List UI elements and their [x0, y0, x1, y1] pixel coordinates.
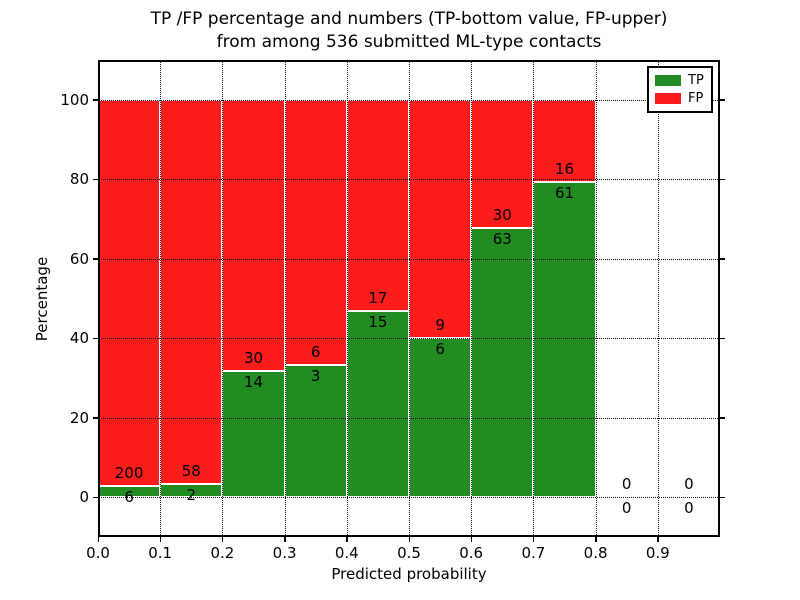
x-tick-label: 0.0: [86, 544, 110, 562]
tp-count-label: 6: [435, 340, 445, 359]
bar-segment-fp: [346, 99, 409, 311]
legend: TP FP: [647, 66, 713, 113]
gridline-vertical: [284, 60, 286, 537]
x-tick-mark: [221, 537, 224, 542]
y-tick-mark: [93, 258, 98, 260]
chart-title: TP /FP percentage and numbers (TP-bottom…: [150, 9, 668, 52]
bar-segment-fp: [222, 99, 285, 371]
gridline-vertical: [471, 60, 473, 537]
bar-segment-tp: [222, 370, 285, 498]
gridline-vertical: [346, 60, 348, 537]
legend-item-tp: TP: [655, 73, 705, 88]
gridline-vertical: [409, 60, 410, 537]
x-tick-mark: [657, 537, 659, 542]
y-axis-label: Percentage: [33, 256, 51, 342]
y-tick-label: 100: [60, 90, 89, 109]
tp-count-label: 6: [124, 487, 134, 506]
y-tick-label: 20: [69, 408, 89, 427]
legend-label-tp: TP: [688, 73, 704, 88]
fp-count-label: 30: [243, 348, 264, 367]
fp-count-label: 9: [435, 316, 445, 335]
x-tick-mark: [408, 537, 410, 542]
gridline-vertical: [222, 60, 224, 537]
bar-segment-fp: [98, 99, 161, 486]
fp-count-label: 30: [492, 205, 512, 224]
x-tick-mark: [595, 537, 597, 542]
y-tick-mark: [93, 178, 98, 181]
bar-segment-tp: [471, 227, 534, 498]
bar-segment-fp: [409, 99, 472, 339]
y-tick-label: 40: [69, 329, 89, 348]
x-tick-label: 0.7: [521, 544, 546, 562]
fp-count-label: 17: [368, 288, 388, 307]
gridline-vertical: [533, 60, 535, 537]
fp-color-swatch: [655, 93, 681, 104]
x-tick-label: 0.2: [210, 544, 235, 562]
fp-count-label: 58: [181, 462, 201, 480]
x-tick-mark: [346, 537, 348, 542]
y-tick-mark: [93, 496, 98, 499]
x-tick-label: 0.9: [645, 544, 670, 562]
x-tick-mark: [284, 537, 286, 542]
y-tick-label: 60: [69, 249, 89, 268]
fp-count-label: 6: [310, 342, 321, 361]
fp-count-label: 0: [684, 475, 694, 494]
bar-segment-fp: [160, 99, 223, 484]
x-axis-label: Predicted probability: [331, 565, 487, 583]
tp-count-label: 63: [492, 229, 512, 248]
tp-count-label: 0: [684, 499, 694, 518]
tp-count-label: 3: [310, 366, 321, 385]
y-tick-label: 80: [69, 170, 89, 189]
fp-count-label: 200: [114, 463, 144, 482]
y-tick-mark-right: [720, 258, 725, 260]
bar-segment-tp: [284, 364, 347, 498]
x-tick-label: 0.1: [148, 544, 173, 562]
y-tick-label: 0: [79, 488, 89, 507]
x-tick-mark: [159, 537, 162, 542]
tp-count-label: 0: [621, 499, 632, 518]
tp-count-label: 15: [368, 312, 388, 331]
bar-segment-tp: [533, 182, 596, 498]
x-tick-mark: [532, 537, 535, 542]
legend-label-fp: FP: [688, 91, 704, 106]
bar-segment-fp: [284, 99, 347, 365]
tp-color-swatch: [655, 75, 681, 86]
y-tick-mark-right: [720, 99, 725, 101]
x-tick-label: 0.8: [583, 544, 608, 562]
y-tick-mark: [93, 99, 98, 101]
y-tick-mark-right: [720, 417, 725, 419]
y-tick-mark-right: [720, 178, 725, 181]
x-tick-label: 0.5: [397, 544, 421, 562]
x-tick-label: 0.4: [334, 544, 359, 562]
x-tick-label: 0.3: [272, 544, 297, 562]
x-tick-mark: [470, 537, 473, 542]
y-tick-mark-right: [720, 337, 725, 340]
legend-item-fp: FP: [655, 91, 705, 106]
plot-area: 200 6 58 2 30 14 6 3 17 15 9 6 30 63 16 61 0 0 0 0 0.0 0.1 0.2…: [60, 60, 725, 562]
fp-count-label: 16: [554, 160, 575, 179]
gridline-vertical: [657, 60, 659, 537]
y-tick-mark-right: [720, 496, 725, 499]
tp-count-label: 14: [243, 372, 264, 391]
gridline-vertical: [595, 60, 597, 537]
x-tick-mark: [97, 537, 99, 542]
fp-count-label: 0: [621, 475, 632, 494]
gridline-vertical: [160, 60, 162, 537]
y-tick-mark: [93, 417, 98, 419]
tp-count-label: 61: [554, 184, 575, 203]
y-tick-mark: [93, 337, 98, 340]
x-tick-label: 0.6: [459, 544, 484, 562]
tp-count-label: 2: [186, 486, 197, 504]
